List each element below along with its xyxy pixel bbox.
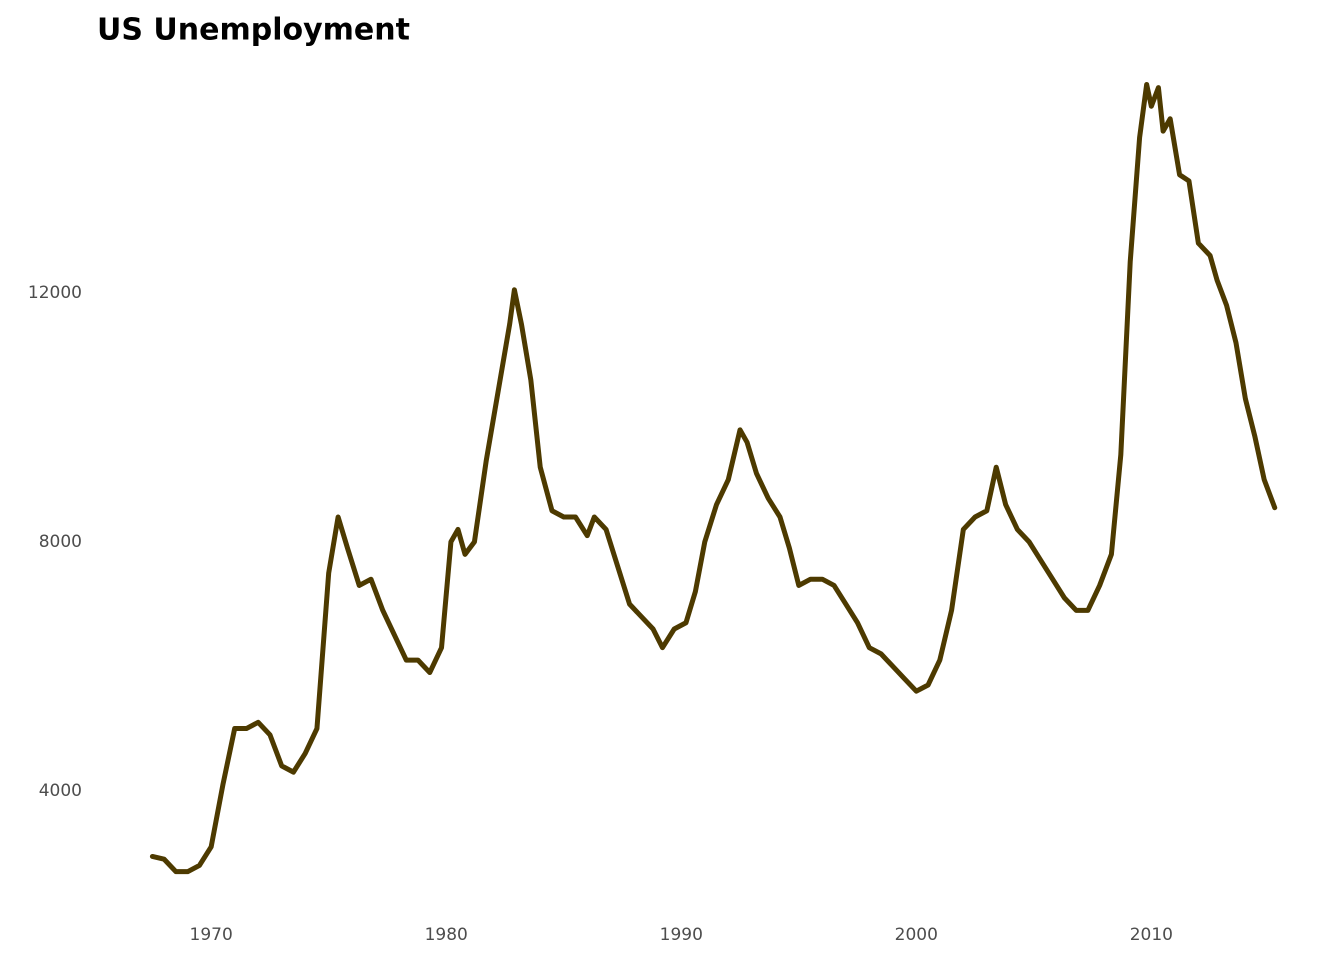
- x-tick-label: 2010: [1130, 925, 1173, 945]
- y-tick-label: 12000: [28, 283, 82, 303]
- y-tick-label: 4000: [39, 781, 82, 801]
- x-tick-label: 1980: [425, 925, 468, 945]
- y-tick-label: 8000: [39, 532, 82, 552]
- x-tick-label: 2000: [895, 925, 938, 945]
- x-tick-label: 1990: [660, 925, 703, 945]
- chart-title: US Unemployment: [97, 13, 410, 48]
- line: [149, 82, 1278, 875]
- x-tick-label: 1970: [190, 925, 233, 945]
